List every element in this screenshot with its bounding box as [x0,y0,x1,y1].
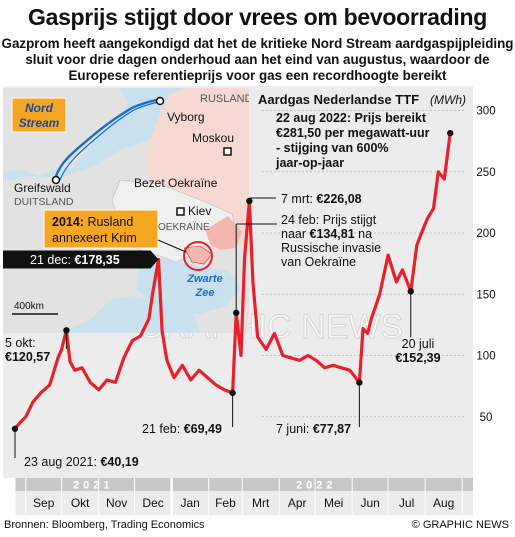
month-label-mei: Mei [324,496,343,510]
annotation-5-okt-value: €120,57 [5,350,50,364]
y-tick-150: 150 [476,289,495,301]
year-label-2021: 2021 [73,480,113,492]
annotation-7-mrt: 7 mrt: €226,08 [281,192,362,206]
nord-stream-pipeline-2 [59,101,159,181]
month-label-jun: Jun [360,496,379,510]
month-label-okt: Okt [71,496,90,510]
annotation-22-aug-2022-line-4: jaar-op-jaar [275,156,344,170]
map-label-rusland: RUSLAND [200,93,253,105]
annotation-24-feb-line-1: 24 feb: Prijs stijgt [281,213,377,227]
nord-stream-label-2: Stream [19,116,60,130]
y-tick-200: 200 [476,228,495,240]
month-label-jul: Jul [399,496,414,510]
annotation-24-feb-line-3: Russische invasie [281,241,381,255]
map-label-moskou: Moskou [192,131,234,145]
credit-text: © GRAPHIC NEWS [411,519,509,531]
chart-title: Aardgas Nederlandse TTF [258,92,419,107]
moskou-marker [223,147,232,156]
month-label-apr: Apr [288,496,307,510]
y-tick-300: 300 [476,106,495,118]
annotation-22-aug-2022-line-3: - stijging van 600% [276,141,389,155]
y-axis: 50 100 150 200 250 300 [476,106,495,424]
crimea-callout-text: 2014: Rusland [52,215,133,229]
map-label-zwarte-zee: Zwarte [186,273,222,285]
map-occupied-ukraine [205,216,242,250]
month-label-dec: Dec [142,496,163,510]
year-label-2022: 2022 [296,480,336,492]
gridlines [262,110,465,418]
month-label-aug: Aug [433,496,454,510]
map-label-vyborg: Vyborg [167,110,205,124]
annotation-24-feb-line-4: van Oekraïne [281,255,356,269]
map-crimea [183,245,213,265]
month-label-jan: Jan [180,496,199,510]
annotation-23-aug-2021: 23 aug 2021: €40,19 [24,455,139,469]
month-label-feb: Feb [215,496,236,510]
map-label-duitsland: DUITSLAND [14,196,74,208]
map-label-kiev: Kiev [188,204,211,218]
month-label-mrt: Mrt [252,496,270,510]
annotation-21-dec-box [3,250,159,269]
page-title: Gasprijs stijgt door vrees om bevoorradi… [27,4,487,30]
month-label-nov: Nov [106,496,127,510]
nord-stream-label: Nord [25,101,54,115]
annotation-leaders [3,129,454,458]
kiev-marker [176,207,185,216]
annotation-22-aug-2022-line-1: 22 aug 2022: Prijs bereikt [276,111,427,125]
crimea-callout-text-2: annexeert Krim [52,231,137,245]
map-label-oekraine: OEKRAÏNE [158,221,210,233]
month-bar [15,491,473,515]
x-axis: 2021 2022 Sep Okt Nov Dec Jan Feb Mrt Apr Mei Jun Ju… [14,478,473,515]
crimea-callout [43,209,159,249]
annotation-22-aug-2022-line-2: €281,50 per megawatt-uur [276,126,430,140]
y-tick-100: 100 [476,351,495,363]
annotation-21-dec: 21 dec: €178,35 [30,253,120,267]
annotations: 23 aug 2021: €40,19 5 okt:€120,57 21 dec: … [5,111,441,469]
annotation-24-feb-line-2: naar €134,81 na [281,227,372,241]
map-label-zwarte-zee-2: Zee [195,287,215,299]
annotation-7-juni: 7 juni: €77,87 [276,422,351,436]
greifswald-dot [51,175,61,185]
nord-stream-pipeline [54,98,157,177]
source-text: Bronnen: Bloomberg, Trading Economics [4,519,205,531]
annotation-20-juli-value: €152,39 [395,351,440,365]
annotation-21-feb: 21 feb: €69,49 [142,422,222,436]
y-tick-250: 250 [476,167,495,179]
map-label-greifswald: Greifswald [14,181,71,195]
crimea-leader [157,239,187,253]
page-subtitle: Gazprom heeft aangekondigd dat het de kr… [1,36,514,83]
month-label-sep: Sep [33,496,55,510]
vyborg-dot [155,96,165,106]
map-scale-label: 400km [14,301,44,312]
marker-23-aug-2021 [11,425,19,432]
chart-unit: (MWh) [430,93,466,107]
annotation-5-okt-date: 5 okt: [5,336,36,350]
nord-stream-callout [11,97,67,133]
annotation-20-juli-date: 20 juli [402,337,435,351]
crimea-circle [183,241,213,271]
y-tick-50: 50 [480,412,493,424]
year-bar [15,478,473,491]
map-label-bezet-oekraine: Bezet Oekraïne [134,176,218,190]
marker-20-juli [407,288,414,295]
